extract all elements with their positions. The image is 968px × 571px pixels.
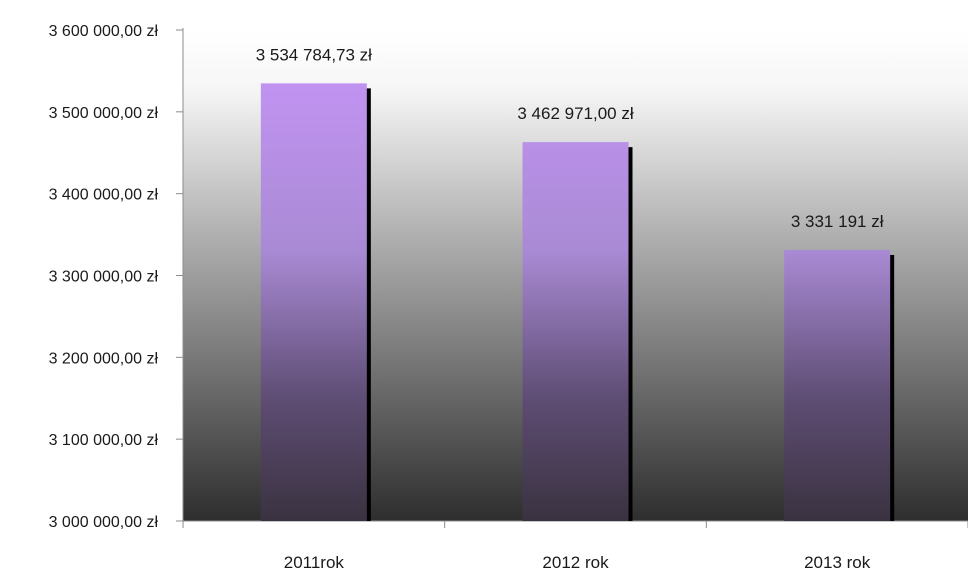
bar-value-label: 3 331 191 zł [791,212,884,231]
y-tick-label: 3 400 000,00 zł [49,187,159,204]
y-tick-label: 3 100 000,00 zł [49,432,159,449]
y-tick-label: 3 300 000,00 zł [49,269,159,286]
bar-value-label: 3 534 784,73 zł [256,45,372,64]
bar-series [260,83,895,522]
bar-shadow [889,254,895,521]
data-labels: 3 534 784,73 zł 3 462 971,00 zł 3 331 191 … [256,45,884,231]
bar [522,142,629,522]
x-category-label: 2012 rok [542,553,609,571]
bar-shadow [627,147,633,522]
bar-shadow [365,88,371,521]
bar [784,249,891,521]
x-axis: 2011rok 2012 rok 2013 rok [182,520,968,571]
x-category-label: 2011rok [284,553,345,571]
y-axis: 3 000 000,00 zł 3 100 000,00 zł 3 200 000,… [49,23,184,531]
y-tick-label: 3 600 000,00 zł [49,23,159,40]
y-tick-label: 3 200 000,00 zł [49,350,159,367]
y-tick-label: 3 500 000,00 zł [49,105,159,122]
y-tick-label: 3 000 000,00 zł [49,514,159,531]
x-category-label: 2013 rok [804,553,871,571]
bar-value-label: 3 462 971,00 zł [517,104,633,123]
bar [260,83,367,521]
